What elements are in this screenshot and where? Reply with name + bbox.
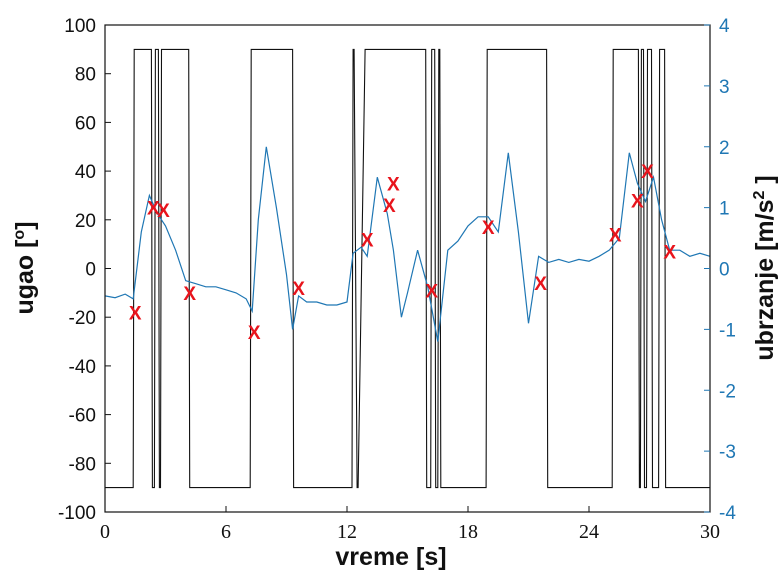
right-axis-ticks: 4 3 2 1 0 -1 -2 -3 -4 bbox=[704, 16, 736, 524]
x-marker: X bbox=[129, 303, 142, 324]
x-axis-label: vreme [s] bbox=[335, 543, 446, 571]
right-tick-label: -4 bbox=[719, 503, 736, 524]
left-tick-label: 20 bbox=[75, 211, 96, 232]
x-tick-label: 30 bbox=[700, 521, 720, 543]
x-marker: X bbox=[292, 279, 305, 300]
acceleration-series bbox=[104, 146, 711, 342]
x-tick-label: 0 bbox=[100, 521, 110, 543]
angle-series bbox=[105, 48, 710, 489]
left-tick-label: 60 bbox=[75, 113, 96, 134]
right-tick-label: 4 bbox=[719, 16, 730, 37]
x-marker: X bbox=[609, 225, 622, 246]
right-tick-label: -3 bbox=[719, 442, 736, 463]
x-marker: X bbox=[383, 196, 396, 217]
left-tick-label: -100 bbox=[58, 503, 96, 524]
x-marker: X bbox=[482, 218, 495, 239]
x-marker: X bbox=[425, 281, 438, 302]
x-marker: X bbox=[157, 201, 170, 222]
right-tick-label: -1 bbox=[719, 320, 736, 341]
left-tick-label: 100 bbox=[64, 16, 96, 37]
x-marker: X bbox=[631, 191, 644, 212]
x-marker: X bbox=[641, 162, 654, 183]
x-marker: X bbox=[663, 242, 676, 263]
right-tick-label: -2 bbox=[719, 381, 736, 402]
x-tick-label: 6 bbox=[221, 521, 231, 543]
right-tick-label: 0 bbox=[719, 260, 730, 281]
plot-area bbox=[105, 25, 710, 512]
left-tick-label: 40 bbox=[75, 162, 96, 183]
right-tick-label: 2 bbox=[719, 138, 730, 159]
left-tick-label: -60 bbox=[69, 406, 96, 427]
right-axis-label: ubrzanje [m/s2 ] bbox=[751, 175, 779, 360]
acceleration-line bbox=[104, 146, 711, 342]
left-axis-label: ugao [o] bbox=[11, 221, 39, 314]
x-marker: X bbox=[147, 199, 160, 220]
x-tick-label: 18 bbox=[458, 521, 478, 543]
x-marker: X bbox=[183, 284, 196, 305]
x-tick-label: 12 bbox=[337, 521, 357, 543]
left-tick-label: -80 bbox=[69, 454, 96, 475]
right-tick-label: 1 bbox=[719, 199, 730, 220]
x-tick-label: 24 bbox=[579, 521, 599, 543]
left-tick-label: -40 bbox=[69, 357, 96, 378]
angle-line bbox=[105, 48, 710, 489]
x-marker: X bbox=[387, 174, 400, 195]
x-axis-ticks: 0 6 12 18 24 30 bbox=[100, 506, 720, 543]
x-marker: X bbox=[534, 274, 547, 295]
right-tick-label: 3 bbox=[719, 77, 730, 98]
left-tick-label: 80 bbox=[75, 65, 96, 86]
x-marker: X bbox=[361, 230, 374, 251]
left-tick-label: 0 bbox=[85, 260, 96, 281]
left-axis-ticks: 100 80 60 40 20 0 -20 -40 -60 -80 -100 bbox=[58, 16, 111, 524]
left-tick-label: -20 bbox=[69, 308, 96, 329]
x-marker: X bbox=[248, 323, 261, 344]
